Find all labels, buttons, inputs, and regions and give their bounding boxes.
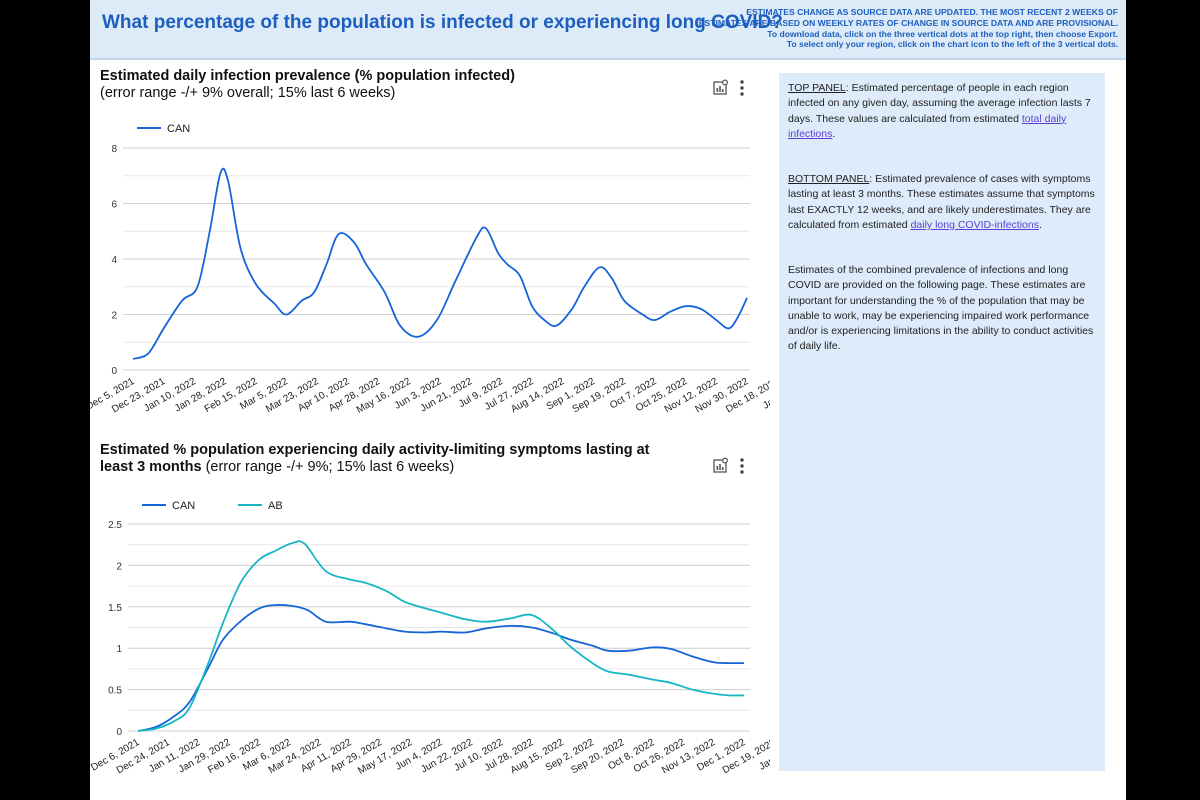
y-tick-label: 6	[111, 200, 117, 211]
notice-line: To select only your region, click on the…	[786, 39, 1118, 50]
notice-line: ESTIMATES ARE BASED ON WEEKLY RATES OF C…	[698, 17, 1118, 28]
vertical-dots-icon[interactable]	[738, 457, 746, 478]
legend-label: CAN	[172, 500, 195, 512]
notice-line: To download data, click on the three ver…	[767, 28, 1118, 39]
daily-long-covid-link[interactable]: daily long COVID-infections	[910, 218, 1039, 231]
y-tick-label: 2	[116, 561, 122, 572]
series-line-ab	[137, 540, 745, 732]
y-tick-label: 0	[111, 366, 117, 377]
bottom-panel-label: BOTTOM PANEL	[788, 173, 870, 185]
dashboard-page: What percentage of the population is inf…	[90, 0, 1126, 800]
info-sidebar: TOP PANEL: Estimated percentage of peopl…	[779, 73, 1105, 771]
panel2-title-rest: (error range -/+ 9%; 15% last 6 weeks)	[205, 459, 455, 475]
legend-label: CAN	[167, 123, 190, 135]
notice-line: ESTIMATES CHANGE AS SOURCE DATA ARE UPDA…	[746, 7, 1118, 17]
y-tick-label: 2.5	[108, 520, 122, 531]
y-tick-label: 8	[111, 144, 117, 155]
top-panel-label: TOP PANEL	[788, 82, 846, 94]
total-daily-infections-link[interactable]: total daily infections	[788, 112, 1067, 140]
series-line-can	[137, 604, 745, 732]
panel1-title-rest: (error range -/+ 9% overall; 15% last 6 …	[100, 85, 396, 101]
vertical-dots-icon[interactable]	[738, 79, 746, 100]
panel2-title-bold: Estimated % population experiencing dail…	[100, 442, 650, 475]
panel1-title: Estimated daily infection prevalence (% …	[100, 68, 700, 102]
series-line-can	[132, 167, 748, 360]
bottom-panel-text: : Estimated prevalence of cases with sym…	[788, 173, 1095, 231]
bottom-panel-note: BOTTOM PANEL: Estimated prevalence of ca…	[788, 173, 1095, 231]
top-panel-note: TOP PANEL: Estimated percentage of peopl…	[788, 82, 1091, 140]
y-tick-label: 0.5	[108, 686, 122, 697]
page-title: What percentage of the population is inf…	[102, 12, 783, 33]
panel2-title: Estimated % population experiencing dail…	[100, 442, 680, 476]
legend-label: AB	[268, 500, 283, 512]
y-tick-label: 1.5	[108, 603, 122, 614]
y-tick-label: 0	[116, 727, 122, 738]
notice-text: ESTIMATES CHANGE AS SOURCE DATA ARE UPDA…	[698, 7, 1118, 50]
y-tick-label: 1	[116, 644, 122, 655]
chart-explore-icon[interactable]	[713, 79, 729, 98]
header-bar: What percentage of the population is inf…	[90, 0, 1126, 60]
y-tick-label: 2	[111, 311, 117, 322]
top-panel-text: : Estimated percentage of people in each…	[788, 82, 1091, 125]
panel1-title-bold: Estimated daily infection prevalence (% …	[100, 68, 515, 84]
chart-explore-icon[interactable]	[713, 457, 729, 476]
combined-prevalence-note: Estimates of the combined prevalence of …	[788, 264, 1094, 353]
y-tick-label: 4	[111, 255, 117, 266]
